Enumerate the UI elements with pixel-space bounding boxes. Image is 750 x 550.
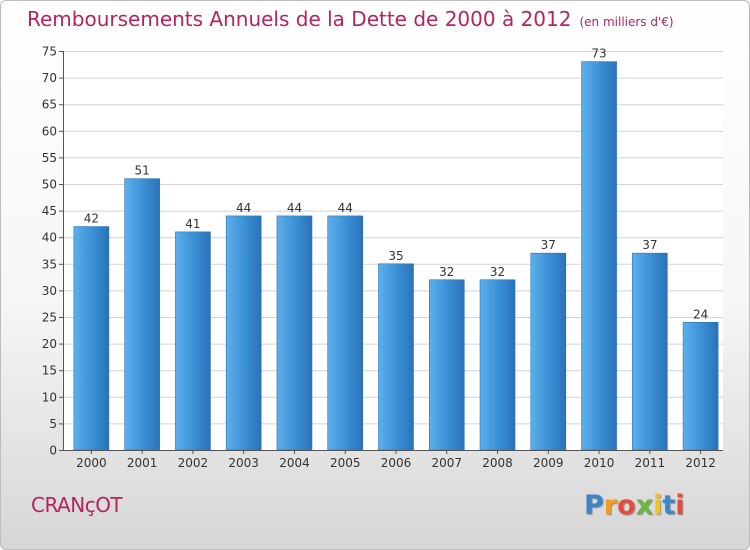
x-tick-label-2007: 2007 bbox=[431, 456, 462, 470]
data-label-2002: 41 bbox=[185, 217, 200, 231]
x-tick-label-2003: 2003 bbox=[228, 456, 259, 470]
y-tick-label: 70 bbox=[42, 71, 57, 85]
bar-2012 bbox=[682, 322, 719, 451]
chart-title-text: Remboursements Annuels de la Dette de 20… bbox=[27, 7, 572, 31]
x-tick-label-2005: 2005 bbox=[330, 456, 361, 470]
bar-2002 bbox=[175, 231, 211, 451]
data-label-2012: 24 bbox=[693, 307, 708, 321]
x-tick-label-2004: 2004 bbox=[279, 456, 310, 470]
data-label-2009: 37 bbox=[541, 238, 556, 252]
bar-2010 bbox=[581, 61, 617, 451]
data-label-2010: 73 bbox=[591, 47, 606, 61]
x-tick-label-2009: 2009 bbox=[533, 456, 564, 470]
y-tick-label: 20 bbox=[42, 337, 57, 351]
data-label-2000: 42 bbox=[84, 212, 99, 226]
chart-title: Remboursements Annuels de la Dette de 20… bbox=[27, 7, 674, 31]
y-tick-label: 75 bbox=[42, 45, 57, 59]
bar-2003 bbox=[225, 215, 262, 451]
bar-2008 bbox=[479, 279, 516, 451]
x-tick-label-2000: 2000 bbox=[76, 456, 107, 470]
data-label-2008: 32 bbox=[490, 265, 505, 279]
bars bbox=[73, 61, 719, 451]
y-tick-label: 55 bbox=[42, 151, 57, 165]
x-tick-label-2008: 2008 bbox=[482, 456, 513, 470]
x-tick-label-2001: 2001 bbox=[127, 456, 158, 470]
bar-2000 bbox=[73, 226, 110, 451]
data-label-2005: 44 bbox=[338, 201, 353, 215]
y-tick-label: 35 bbox=[42, 257, 57, 271]
y-tick-label: 5 bbox=[49, 417, 57, 431]
logo-letter: P bbox=[584, 490, 604, 521]
data-label-2006: 35 bbox=[388, 249, 403, 263]
x-tick-label-2012: 2012 bbox=[685, 456, 716, 470]
y-tick-label: 60 bbox=[42, 124, 57, 138]
logo-letter: r bbox=[603, 490, 618, 521]
data-label-2004: 44 bbox=[287, 201, 302, 215]
axes: 0 5 10 15 20 25 30 35 40 45 50 55 60 65 70 75 2000 2001 20… bbox=[42, 45, 723, 470]
bar-2011 bbox=[632, 252, 668, 451]
data-label-2003: 44 bbox=[236, 201, 251, 215]
logo-letter: i bbox=[653, 490, 663, 521]
logo-letter: i bbox=[675, 490, 685, 521]
proxiti-logo: Proxiti bbox=[584, 490, 685, 521]
x-tick-label-2006: 2006 bbox=[381, 456, 412, 470]
logo-letter: o bbox=[617, 490, 636, 521]
y-tick-label: 10 bbox=[42, 390, 57, 404]
y-tick-label: 40 bbox=[42, 231, 57, 245]
y-tick-label: 15 bbox=[42, 364, 57, 378]
y-tick-label: 50 bbox=[42, 178, 57, 192]
data-label-2011: 37 bbox=[642, 238, 657, 252]
bar-2009 bbox=[530, 252, 567, 451]
y-tick-label: 0 bbox=[49, 444, 57, 458]
bar-2007 bbox=[428, 279, 465, 451]
bar-2004 bbox=[276, 215, 313, 451]
logo-letter: t bbox=[662, 490, 676, 521]
data-labels: 42 51 41 44 44 44 35 32 32 37 73 37 24 bbox=[84, 47, 709, 322]
bar-2006 bbox=[378, 263, 414, 451]
y-tick-label: 65 bbox=[42, 98, 57, 112]
y-tick-label: 45 bbox=[42, 204, 57, 218]
logo-letter: x bbox=[635, 490, 654, 521]
data-label-2007: 32 bbox=[439, 265, 454, 279]
data-label-2001: 51 bbox=[135, 164, 150, 178]
x-tick-label-2011: 2011 bbox=[635, 456, 666, 470]
commune-name: CRANçOT bbox=[31, 493, 123, 517]
bar-2005 bbox=[327, 215, 364, 451]
bar-2001 bbox=[124, 178, 160, 451]
x-tick-label-2010: 2010 bbox=[584, 456, 615, 470]
y-tick-label: 25 bbox=[42, 311, 57, 325]
chart-subtitle: (en milliers d'€) bbox=[579, 15, 674, 29]
x-tick-label-2002: 2002 bbox=[178, 456, 209, 470]
y-tick-label: 30 bbox=[42, 284, 57, 298]
